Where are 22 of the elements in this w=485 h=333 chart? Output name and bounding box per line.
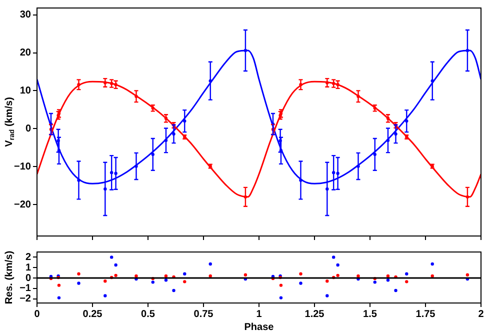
y-tick-label: −10 — [14, 161, 32, 172]
y-tick-label: 0 — [25, 272, 32, 284]
x-tick-label: 1.25 — [304, 308, 325, 320]
x-tick-label: 0.5 — [141, 308, 156, 320]
y-tick-label: 0 — [25, 123, 32, 134]
x-tick-label: 1.75 — [416, 308, 436, 320]
y-axis-title: Res. (km/s) — [4, 250, 15, 304]
x-tick-label: 0.75 — [194, 308, 214, 320]
y-tick-label: 2 — [25, 252, 32, 263]
x-tick-label: 1 — [256, 308, 262, 320]
x-tick-label: 1.5 — [363, 308, 378, 320]
x-tick-label: 0 — [34, 308, 40, 320]
y-tick-label: −2 — [20, 294, 32, 305]
y-tick-label: −1 — [20, 283, 32, 294]
x-axis-title: Phase — [244, 322, 274, 333]
y-tick-label: 30 — [20, 10, 32, 21]
x-tick-label: 0.25 — [82, 308, 103, 320]
y-tick-label: 20 — [20, 48, 32, 59]
y-tick-label: 10 — [20, 85, 32, 96]
x-tick-label: 2 — [478, 308, 484, 320]
y-tick-label: −20 — [14, 199, 32, 210]
y-tick-label: 1 — [25, 262, 32, 274]
